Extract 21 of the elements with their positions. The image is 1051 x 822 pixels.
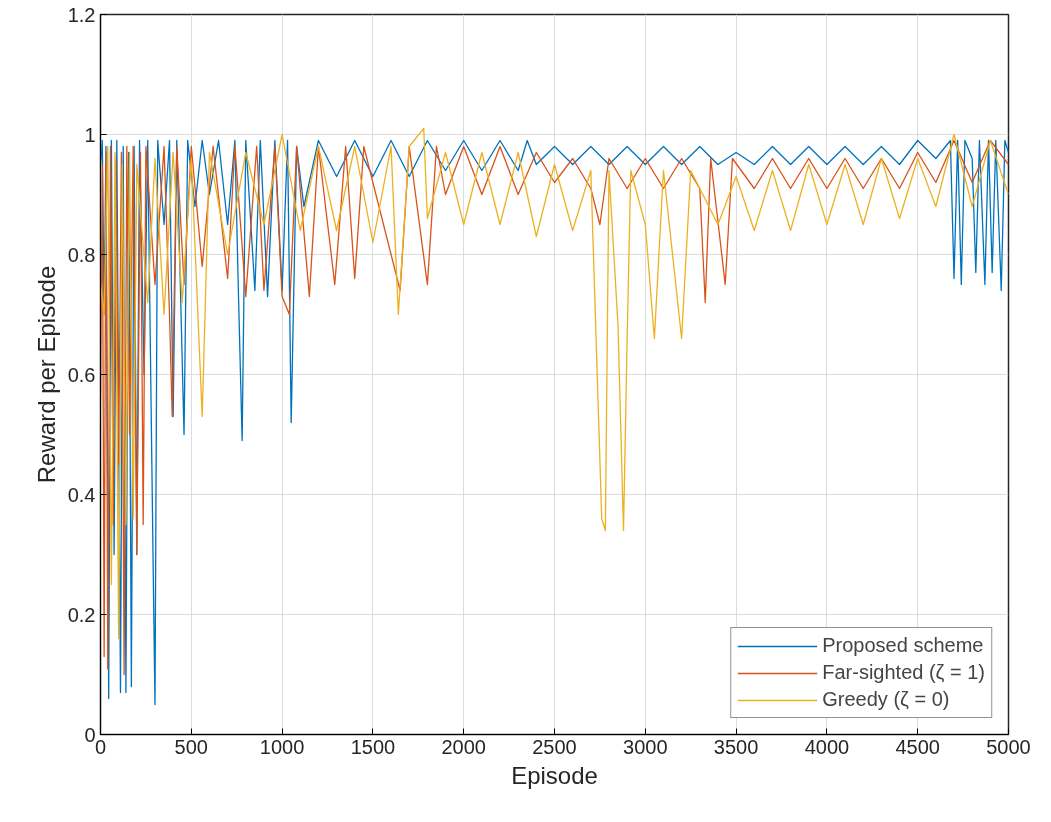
x-tick-label: 1000 <box>259 735 305 758</box>
x-tick-label: 2500 <box>532 735 577 758</box>
x-tick-label: 3000 <box>623 735 668 758</box>
y-tick-label: 1.2 <box>67 3 96 26</box>
y-tick-label: 0.8 <box>67 243 96 266</box>
x-tick-label: 4000 <box>804 735 850 758</box>
y-tick-label: 0.6 <box>67 363 96 386</box>
legend-label: Far-sighted (ζ = 1) <box>822 661 985 684</box>
y-tick-label: 0.2 <box>67 603 96 626</box>
x-tick-label: 3500 <box>713 735 759 758</box>
x-tick-label: 1500 <box>350 735 396 758</box>
x-axis-title: Episode <box>511 761 598 789</box>
x-tick-label: 2000 <box>441 735 486 758</box>
x-tick-label: 500 <box>174 735 208 758</box>
y-tick-label: 1 <box>84 123 96 146</box>
x-tick-label: 4500 <box>895 735 940 758</box>
x-tick-label: 5000 <box>986 735 1031 758</box>
legend-label: Proposed scheme <box>822 634 984 657</box>
legend-label: Greedy (ζ = 0) <box>822 688 950 711</box>
y-axis-title: Reward per Episode <box>32 265 60 484</box>
y-tick-label: 0.4 <box>67 483 96 506</box>
